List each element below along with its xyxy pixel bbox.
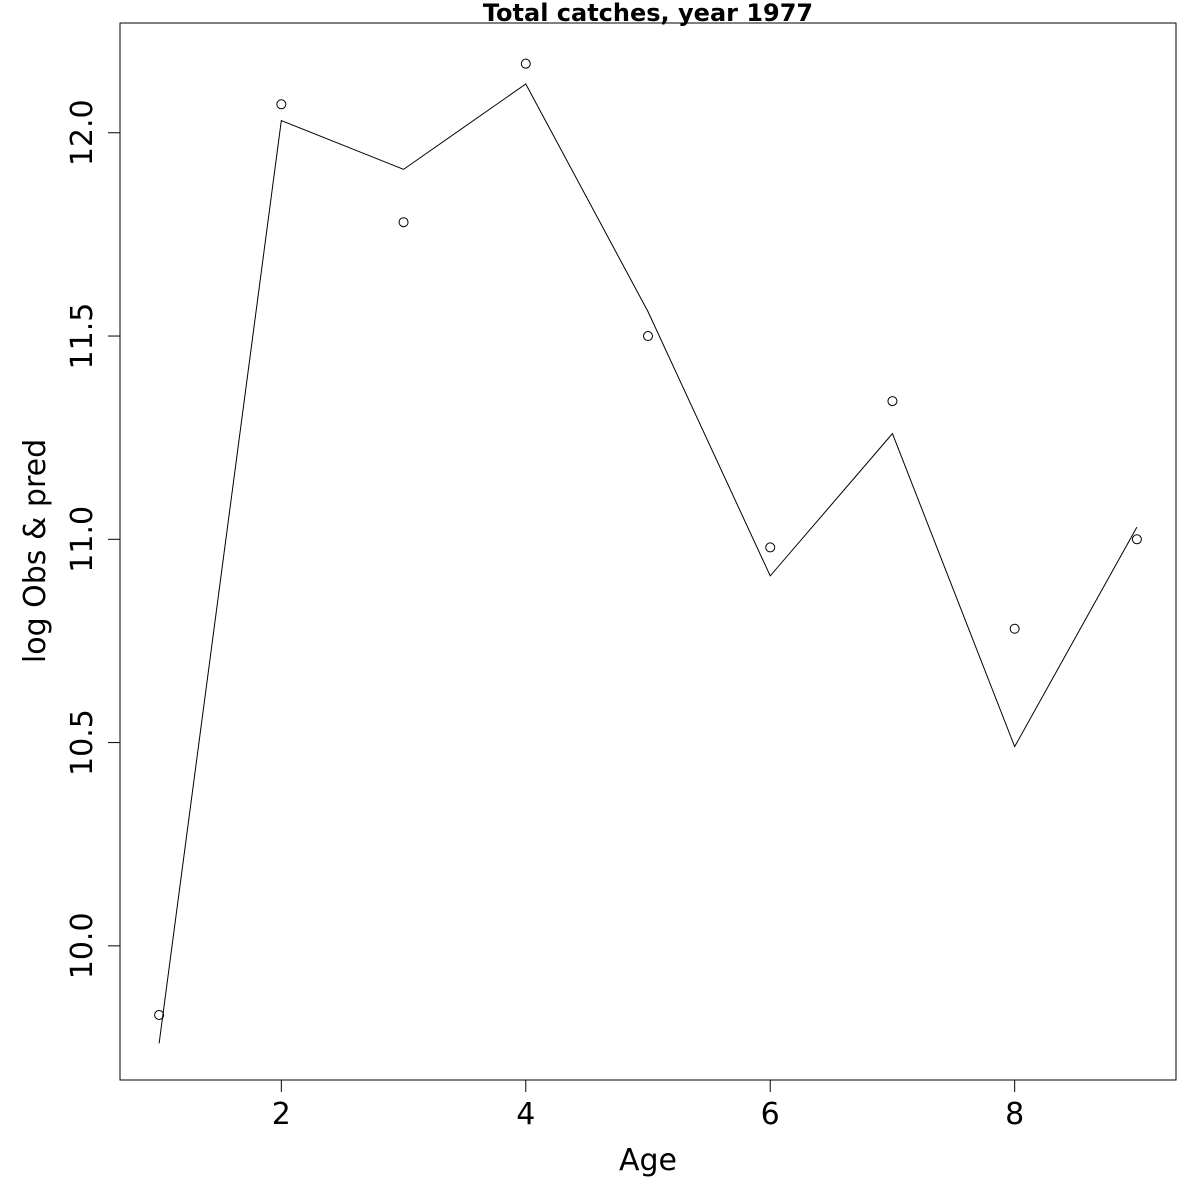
x-axis: 2 4 6 8	[272, 1080, 1024, 1132]
x-axis-label: Age	[619, 1143, 677, 1178]
observed-series	[154, 58, 1142, 1020]
x-tick-label: 2	[272, 1097, 291, 1132]
y-axis: 10.0 10.5 11.0 11.5 12.0	[65, 99, 120, 979]
predicted-line	[158, 83, 1138, 1044]
observed-point	[887, 396, 898, 407]
x-tick-label: 4	[516, 1097, 535, 1132]
y-tick-label: 10.5	[65, 709, 100, 776]
observed-point	[154, 1009, 165, 1020]
y-tick-label: 11.5	[65, 303, 100, 370]
observed-point	[520, 58, 531, 69]
observed-point	[1009, 623, 1020, 634]
y-tick-label: 12.0	[65, 99, 100, 166]
y-axis-label: log Obs & pred	[18, 439, 53, 663]
predicted-series	[158, 83, 1138, 1044]
chart-title: Total catches, year 1977	[483, 0, 813, 27]
x-tick-label: 8	[1005, 1097, 1024, 1132]
x-tick-label: 6	[761, 1097, 780, 1132]
observed-point	[276, 99, 287, 110]
observed-point	[765, 542, 776, 553]
plot-frame	[119, 22, 1177, 1081]
observed-point	[398, 217, 409, 228]
observed-point	[643, 331, 653, 342]
y-tick-label: 11.0	[65, 506, 100, 573]
observed-point	[1131, 534, 1142, 545]
y-tick-label: 10.0	[65, 912, 100, 979]
